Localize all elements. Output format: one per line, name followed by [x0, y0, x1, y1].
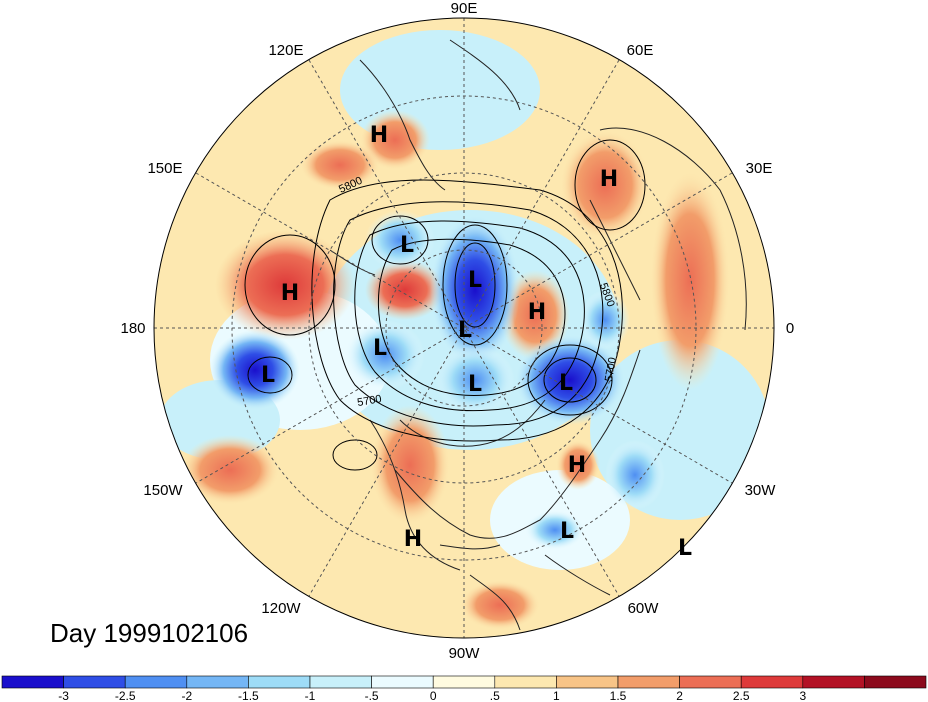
low-center-marker: L: [560, 519, 574, 544]
colorbar-swatch: [1, 675, 64, 689]
colorbar-swatch: [802, 675, 865, 689]
colorbar-tick-label: .5: [490, 689, 500, 702]
colorbar-swatch: [309, 675, 372, 689]
colorbar-swatch: [679, 675, 742, 689]
colorbar-swatch: [617, 675, 680, 689]
colorbar-tick-label: -2: [181, 689, 192, 702]
colorbar-tick-label: 1: [553, 689, 560, 702]
colorbar-swatch: [371, 675, 434, 689]
low-center-marker: L: [468, 372, 482, 397]
colorbar-tick-label: 2.5: [733, 689, 750, 702]
colorbar-swatch: [124, 675, 188, 689]
low-center-marker: L: [373, 336, 387, 361]
contour-label: 5700: [356, 393, 382, 409]
low-center-marker: L: [458, 318, 472, 343]
colorbar-swatch: [556, 675, 619, 689]
high-center-marker: H: [281, 281, 299, 306]
colorbar-tick-label: -1: [305, 689, 316, 702]
lon-label-0: 0: [786, 320, 794, 337]
colorbar-tick-label: -2.5: [115, 689, 136, 702]
low-center-marker: L: [678, 536, 692, 561]
low-center-marker: L: [559, 371, 573, 396]
low-center-marker: L: [468, 268, 482, 293]
colorbar-tick-label: 2: [676, 689, 683, 702]
high-center-marker: H: [528, 300, 546, 325]
pressure-centers: H H H H H H L L L L L L L L L: [261, 123, 692, 561]
lon-label-120e: 120E: [268, 42, 303, 59]
colorbar-swatch: [248, 675, 311, 689]
contour-label: 5700: [603, 356, 619, 382]
height-contours: [244, 139, 646, 471]
colorbar-tick-label: -.5: [365, 689, 379, 702]
lon-label-60w: 60W: [628, 600, 660, 617]
lon-label-30e: 30E: [746, 160, 773, 177]
day-title: Day 1999102106: [50, 618, 249, 648]
colorbar-swatch: [740, 675, 804, 689]
lon-label-90e: 90E: [451, 0, 478, 17]
colorbar-swatch: [63, 675, 126, 689]
lon-label-30w: 30W: [745, 482, 777, 499]
colorbar-tick-label: -3: [58, 689, 69, 702]
high-center-marker: H: [404, 527, 422, 552]
longitude-labels: 90E 120E 60E 150E 30E 180 0 150W 30W 120…: [120, 0, 794, 662]
lon-label-150w: 150W: [143, 482, 183, 499]
high-center-marker: H: [568, 453, 586, 478]
map-boundary: [153, 17, 775, 639]
colorbar-swatch: [432, 675, 496, 689]
lon-label-120w: 120W: [261, 600, 301, 617]
lon-label-60e: 60E: [627, 42, 654, 59]
colorbar-tick-label: 1.5: [610, 689, 627, 702]
lon-label-180: 180: [120, 320, 145, 337]
high-center-marker: H: [370, 123, 388, 148]
lon-label-150e: 150E: [147, 160, 182, 177]
graticule: [154, 18, 774, 638]
colorbar-tick-label: -1.5: [238, 689, 259, 702]
low-center-marker: L: [261, 363, 275, 388]
colorbar-tick-label: 3: [799, 689, 806, 702]
colorbar: -3 -2.5 -2 -1.5 -1 -.5 0 .5 1 1.5 2 2.5 3: [1, 675, 927, 702]
colorbar-swatch: [494, 675, 557, 689]
lon-label-90w: 90W: [449, 645, 481, 662]
low-center-marker: L: [400, 233, 414, 258]
colorbar-swatch: [864, 675, 927, 689]
colorbar-tick-label: 0: [430, 689, 437, 702]
high-center-marker: H: [600, 167, 618, 192]
colorbar-swatch: [186, 675, 249, 689]
